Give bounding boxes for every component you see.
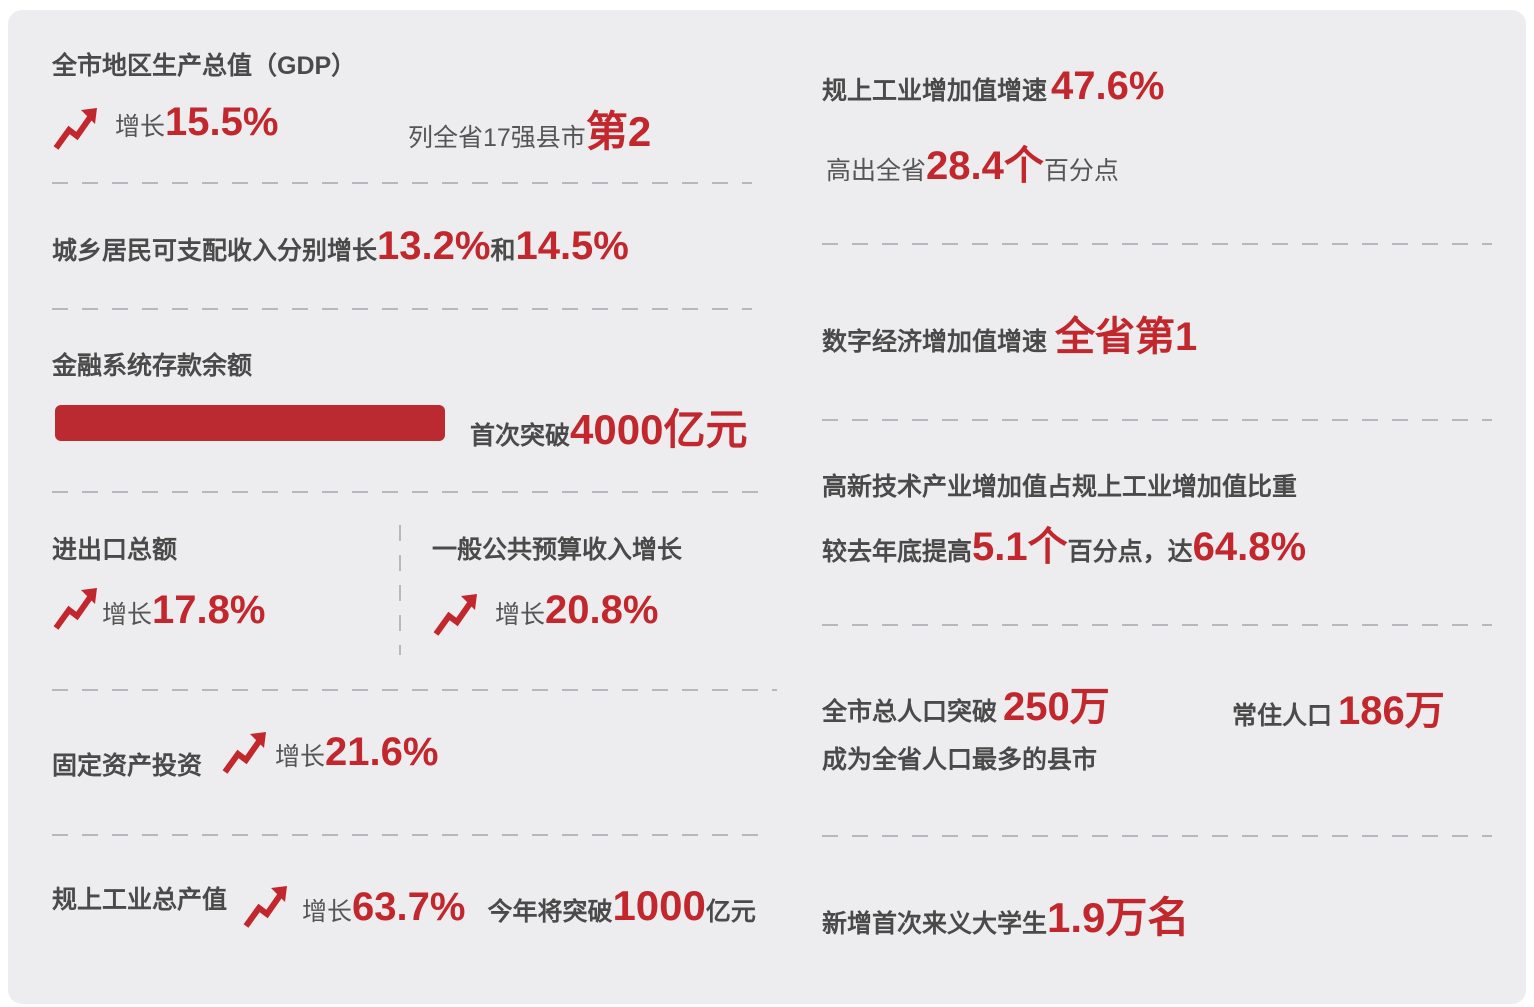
- deposits-value-row: 首次突破 4000亿元: [470, 396, 747, 457]
- industry-output-row: 规上工业总产值: [52, 880, 227, 916]
- budget-growth-row: 增长 20.8%: [495, 588, 658, 633]
- share-value: 64.8%: [1192, 525, 1307, 569]
- income-rural: 14.5%: [515, 224, 629, 268]
- vertical-divider: [399, 525, 401, 655]
- panel: [8, 10, 1526, 1004]
- rank-value: 第2: [585, 108, 652, 155]
- industry-output-values: 增长 63.7% 今年将突破 1000 亿元: [302, 882, 756, 930]
- gdp-rank-row: 列全省17强县市 第2: [408, 98, 651, 159]
- growth-label: 增长: [102, 601, 153, 629]
- population-row: 全市总人口突破 250万: [822, 674, 1110, 732]
- hightech-sub-row: 较去年底提高 5.1个 百分点，达 64.8%: [822, 514, 1306, 572]
- growth-value: 21.6%: [325, 730, 439, 774]
- resident-row: 常住人口 186万: [1232, 678, 1445, 736]
- up-arrow-icon: [53, 108, 97, 150]
- fixed-assets-row: 固定资产投资: [52, 732, 202, 782]
- up-arrow-icon: [243, 886, 287, 928]
- divider: [52, 491, 772, 493]
- industry-output-unit: 亿元: [705, 898, 756, 926]
- industry-added-value: 47.6%: [1051, 64, 1165, 108]
- growth-value: 20.8%: [545, 588, 659, 632]
- sub-value: 28.4个: [926, 144, 1044, 188]
- budget-label: 一般公共预算收入增长: [432, 536, 683, 564]
- fixed-assets-label: 固定资产投资: [52, 752, 203, 780]
- sub-label: 高出全省: [826, 157, 927, 185]
- hightech-row: 高新技术产业增加值占规上工业增加值比重: [822, 467, 1297, 503]
- growth-label: 增长: [115, 113, 166, 141]
- deposit-bar: [55, 405, 445, 441]
- digital-label: 数字经济增加值增速: [822, 328, 1048, 356]
- divider: [822, 835, 1492, 837]
- industry-output-value: 1000: [612, 882, 706, 929]
- population-note: 成为全省人口最多的县市: [822, 746, 1098, 774]
- industry-added-row: 规上工业增加值增速 47.6%: [822, 64, 1164, 109]
- gdp-growth-row: 增长 15.5%: [115, 100, 278, 145]
- industry-output-note: 今年将突破: [487, 898, 613, 926]
- growth-value: 63.7%: [352, 885, 466, 929]
- sub-label: 较去年底提高: [822, 538, 973, 566]
- resident-label: 常住人口: [1232, 702, 1333, 730]
- students-label: 新增首次来义大学生: [822, 910, 1048, 938]
- growth-value: 15.5%: [165, 100, 279, 144]
- sub-value: 5.1个: [972, 525, 1068, 569]
- divider: [822, 419, 1492, 421]
- sub-unit: 百分点: [1043, 157, 1119, 185]
- fixed-assets-growth-row: 增长 21.6%: [275, 730, 438, 775]
- income-conj: 和: [490, 237, 516, 265]
- rank-label: 列全省17强县市: [408, 124, 586, 152]
- income-urban: 13.2%: [377, 224, 491, 268]
- divider: [52, 182, 752, 184]
- up-arrow-icon: [433, 594, 477, 636]
- trade-label: 进出口总额: [52, 536, 178, 564]
- students-row: 新增首次来义大学生 1.9万名: [822, 884, 1189, 945]
- hightech-label: 高新技术产业增加值占规上工业增加值比重: [822, 473, 1298, 501]
- up-arrow-icon: [222, 732, 266, 774]
- industry-added-label: 规上工业增加值增速: [822, 77, 1048, 105]
- deposits-value: 4000亿元: [570, 406, 748, 453]
- population-label: 全市总人口突破: [822, 698, 998, 726]
- deposits-label: 金融系统存款余额: [52, 352, 253, 380]
- growth-value: 17.8%: [152, 588, 266, 632]
- divider: [52, 689, 777, 691]
- divider: [52, 834, 772, 836]
- digital-value: 全省第1: [1055, 315, 1198, 359]
- up-arrow-icon: [53, 588, 97, 630]
- divider: [52, 308, 752, 310]
- resident-value: 186万: [1338, 689, 1445, 733]
- growth-label: 增长: [302, 898, 353, 926]
- income-row: 城乡居民可支配收入分别增长 13.2% 和 14.5%: [52, 224, 629, 269]
- population-note-row: 成为全省人口最多的县市: [822, 740, 1097, 776]
- deposits-note: 首次突破: [470, 422, 571, 450]
- trade-row: 进出口总额: [52, 530, 177, 566]
- population-value: 250万: [1003, 685, 1110, 729]
- students-value: 1.9万名: [1047, 894, 1190, 941]
- budget-row: 一般公共预算收入增长: [432, 530, 682, 566]
- deposits-row: 金融系统存款余额: [52, 346, 252, 382]
- divider: [822, 624, 1492, 626]
- sub-mid: 百分点，达: [1067, 538, 1193, 566]
- divider: [822, 243, 1492, 245]
- digital-row: 数字经济增加值增速 全省第1: [822, 304, 1197, 362]
- industry-added-sub-row: 高出全省 28.4个 百分点: [826, 133, 1119, 191]
- industry-output-label: 规上工业总产值: [52, 886, 228, 914]
- growth-label: 增长: [275, 743, 326, 771]
- gdp-label: 全市地区生产总值（GDP）: [52, 52, 357, 80]
- gdp-row: 全市地区生产总值（GDP）: [52, 46, 356, 82]
- growth-label: 增长: [495, 601, 546, 629]
- trade-growth-row: 增长 17.8%: [102, 588, 265, 633]
- income-label: 城乡居民可支配收入分别增长: [52, 237, 378, 265]
